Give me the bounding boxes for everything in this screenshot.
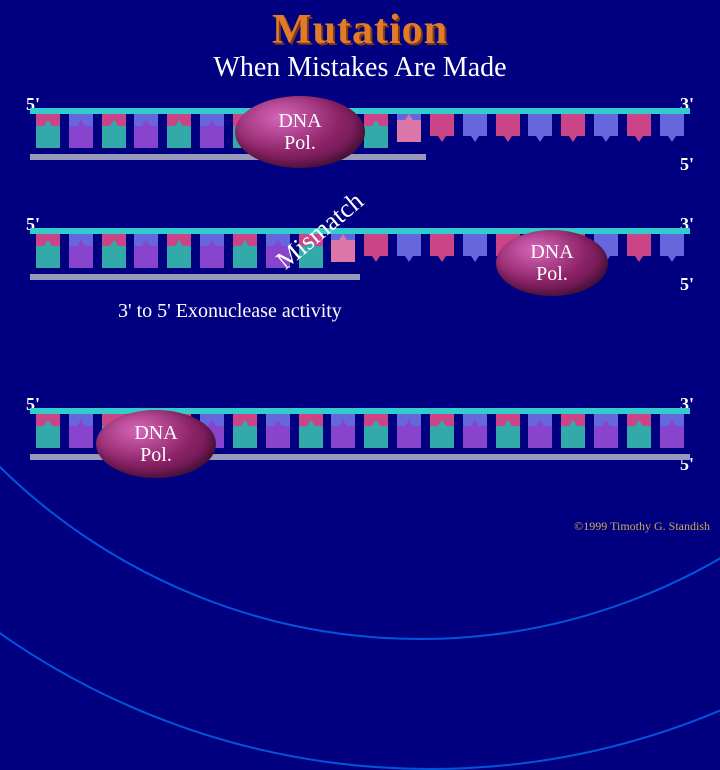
copyright: ©1999 Timothy G. Standish <box>574 519 710 534</box>
base-C <box>36 426 60 448</box>
base-D <box>331 426 355 448</box>
dna-pol-label: DNAPol. <box>278 110 321 154</box>
dna-polymerase-1: DNAPol. <box>235 96 365 168</box>
base-D <box>660 426 684 448</box>
base-C <box>167 126 191 148</box>
base-C <box>627 426 651 448</box>
strand-bottom <box>30 154 426 160</box>
base-M <box>331 240 355 262</box>
base-D <box>266 426 290 448</box>
base-D <box>200 246 224 268</box>
base-C <box>430 426 454 448</box>
base-C <box>36 246 60 268</box>
base-D <box>594 426 618 448</box>
base-C <box>233 246 257 268</box>
base-D <box>397 426 421 448</box>
dna-polymerase-2: DNAPol. <box>496 230 608 296</box>
base-C <box>36 126 60 148</box>
base-C <box>102 126 126 148</box>
base-D <box>200 126 224 148</box>
base-C <box>561 426 585 448</box>
base-C <box>496 426 520 448</box>
base-D <box>69 246 93 268</box>
strand-bottom <box>30 274 360 280</box>
dna-pol-label: DNAPol. <box>530 241 573 285</box>
base-D <box>134 246 158 268</box>
dna-pol-label: DNAPol. <box>134 422 177 466</box>
base-C <box>102 246 126 268</box>
label-5prime-bottom: 5' <box>680 154 694 175</box>
base-C <box>364 126 388 148</box>
base-C <box>233 426 257 448</box>
exonuclease-label: 3' to 5' Exonuclease activity <box>118 300 342 323</box>
base-D <box>528 426 552 448</box>
base-C <box>167 246 191 268</box>
base-D <box>69 126 93 148</box>
base-D <box>134 126 158 148</box>
dna-polymerase-3: DNAPol. <box>96 410 216 478</box>
base-D <box>463 426 487 448</box>
label-5prime-bottom: 5' <box>680 274 694 295</box>
base-C <box>299 426 323 448</box>
base-D <box>69 426 93 448</box>
base-C <box>364 426 388 448</box>
base-M <box>397 120 421 142</box>
